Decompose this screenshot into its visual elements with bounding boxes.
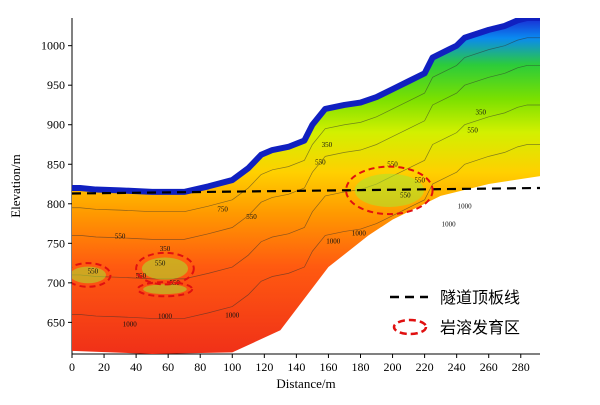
x-tick-label: 20	[98, 360, 110, 374]
x-tick-label: 180	[351, 360, 369, 374]
x-tick-label: 260	[480, 360, 498, 374]
contour-label: 750	[217, 206, 228, 214]
contour-label: 550	[136, 272, 147, 280]
y-axis-title: Elevation/m	[8, 154, 23, 218]
y-tick-label: 700	[47, 276, 65, 290]
contour-line-4	[72, 144, 540, 319]
x-tick-label: 0	[69, 360, 75, 374]
legend-karst-ellipse-symbol	[392, 318, 428, 336]
contour-label: 350	[322, 141, 333, 149]
contour-label: 550	[155, 259, 166, 267]
x-axis-ticks: 0 20 40 60 80 100 120 140 160 180 200 220 240 260 280	[69, 354, 530, 374]
x-tick-label: 220	[416, 360, 434, 374]
contour-label: 1000	[352, 229, 367, 237]
x-tick-label: 140	[287, 360, 305, 374]
y-tick-label: 850	[47, 157, 65, 171]
y-tick-label: 750	[47, 236, 65, 250]
karst-zone-marker-1	[72, 262, 112, 288]
contour-label: 550	[387, 161, 398, 169]
karst-zone-marker-4	[345, 165, 434, 216]
contour-label: 550	[88, 267, 99, 275]
x-tick-label: 280	[512, 360, 530, 374]
contour-label: 550	[467, 127, 478, 135]
resistivity-section-fill	[72, 18, 540, 354]
legend: 隧道顶板线 岩溶发育区	[390, 288, 520, 337]
contour-label: 550	[415, 176, 426, 184]
contour-label: 1000	[225, 312, 240, 320]
contour-label: 1000	[458, 203, 473, 211]
karst-low-resistivity-blob-3	[143, 284, 187, 295]
x-tick-label: 160	[319, 360, 337, 374]
contour-label: 550	[115, 233, 126, 241]
y-tick-label: 1000	[41, 39, 65, 53]
x-tick-label: 40	[130, 360, 142, 374]
contour-label: 350	[160, 245, 171, 253]
karst-low-resistivity-blob-2	[141, 257, 189, 280]
karst-zone-marker-3	[136, 281, 194, 298]
karst-zone-marker-2	[135, 251, 195, 286]
contour-label: 1000	[158, 312, 173, 320]
x-tick-label: 60	[162, 360, 174, 374]
contour-label: 550	[315, 158, 326, 166]
y-tick-label: 800	[47, 197, 65, 211]
x-tick-label: 120	[255, 360, 273, 374]
legend-label-karst-zone: 岩溶发育区	[440, 318, 520, 337]
x-tick-label: 100	[223, 360, 241, 374]
contour-label: 350	[475, 108, 486, 116]
karst-low-resistivity-blob-1	[72, 266, 106, 284]
x-tick-label: 200	[384, 360, 402, 374]
contour-label: 550	[246, 213, 257, 221]
x-axis-title: Distance/m	[276, 376, 335, 391]
y-tick-label: 900	[47, 118, 65, 132]
contour-line-1	[72, 37, 540, 213]
y-tick-label: 650	[47, 315, 65, 329]
tunnel-roof-line	[72, 186, 540, 195]
contour-label: 1000	[326, 237, 341, 245]
plot-area: 550 550 350 550 550 550 1000 1000 1000 750 550 550 3…	[72, 18, 540, 354]
legend-label-tunnel-roof: 隧道顶板线	[440, 288, 520, 307]
x-tick-label: 80	[194, 360, 206, 374]
contour-label: 1000	[123, 320, 138, 328]
y-tick-label: 950	[47, 78, 65, 92]
contour-label: 1000	[442, 221, 457, 229]
contour-line-3	[72, 104, 540, 280]
contour-label: 550	[400, 191, 411, 199]
y-axis-ticks: 650 700 750 800 850 900 950 1000	[41, 39, 72, 329]
contour-line-2	[72, 65, 540, 240]
x-tick-label: 240	[448, 360, 466, 374]
